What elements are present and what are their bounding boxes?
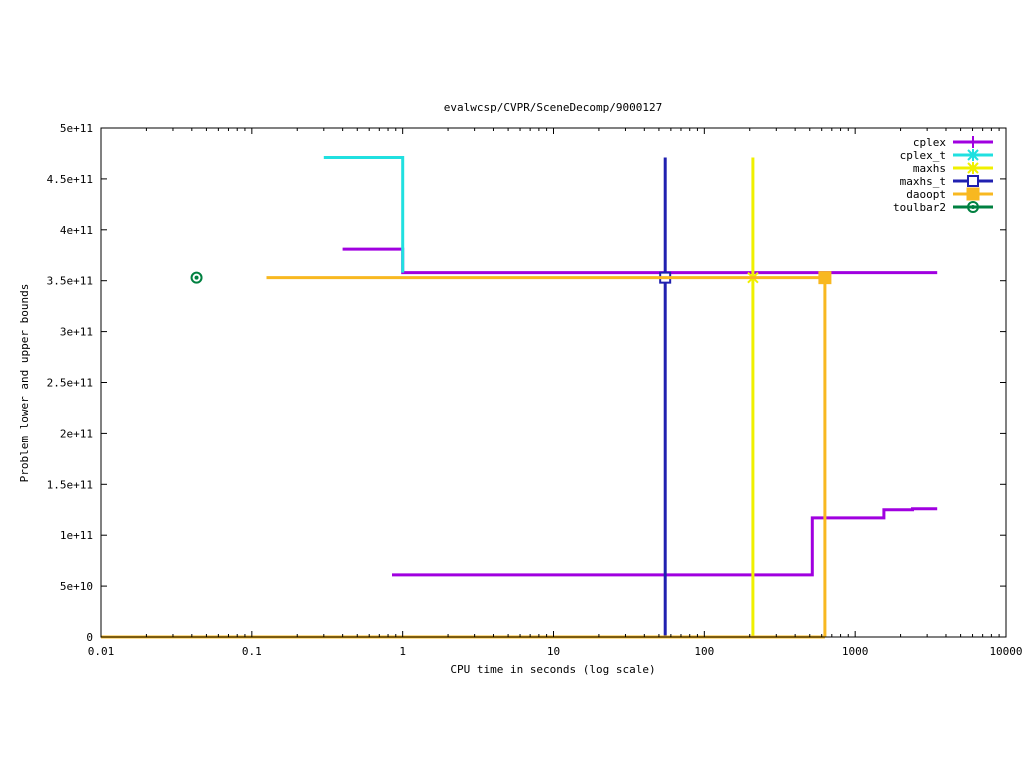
series-daoopt (101, 271, 832, 639)
x-axis: 0.01 0.1 1 10 100 1000 10000 (88, 128, 1023, 658)
x-axis-label: CPU time in seconds (log scale) (450, 663, 655, 676)
y-tick-label: 3.5e+11 (47, 275, 93, 288)
series-point (818, 271, 832, 285)
x-tick-label: 10 (547, 645, 560, 658)
y-axis: 0 5e+10 1e+11 1.5e+11 2e+11 2.5e+11 3e+11 3.5e+… (47, 122, 1006, 644)
y-tick-label: 1.5e+11 (47, 478, 93, 491)
x-tick-label: 100 (694, 645, 714, 658)
legend-label: cplex (913, 136, 946, 149)
series-cplex_t (323, 156, 405, 273)
x-tick-label: 1000 (842, 645, 869, 658)
y-tick-label: 4e+11 (60, 224, 93, 237)
series-point (190, 271, 203, 284)
x-tick-label: 1 (399, 645, 406, 658)
y-tick-label: 2e+11 (60, 427, 93, 440)
y-tick-label: 4.5e+11 (47, 173, 93, 186)
series-maxhs (746, 157, 759, 637)
x-tick-label: 10000 (989, 645, 1022, 658)
chart-title: evalwcsp/CVPR/SceneDecomp/9000127 (444, 101, 663, 114)
legend-marker (967, 136, 979, 148)
legend-label: toulbar2 (893, 201, 946, 214)
legend-label: daoopt (906, 188, 946, 201)
y-tick-label: 1e+11 (60, 529, 93, 542)
series-cplex (342, 247, 938, 577)
legend-marker (967, 162, 979, 174)
legend-marker (966, 187, 980, 201)
series-maxhs_t (659, 157, 672, 637)
legend-label: maxhs_t (900, 175, 946, 188)
plot-frame (100, 127, 1007, 638)
y-tick-label: 0 (86, 631, 93, 644)
legend-marker (967, 175, 979, 187)
y-axis-label: Problem lower and upper bounds (18, 284, 31, 483)
legend-label: maxhs (913, 162, 946, 175)
legend-label: cplex_t (900, 149, 946, 162)
y-tick-label: 3e+11 (60, 326, 93, 339)
series-line (392, 507, 938, 577)
x-tick-label: 0.01 (88, 645, 115, 658)
y-tick-label: 5e+11 (60, 122, 93, 135)
legend-marker (967, 201, 979, 213)
y-tick-label: 5e+10 (60, 580, 93, 593)
series-line (323, 156, 405, 273)
y-tick-label: 2.5e+11 (47, 377, 93, 390)
x-tick-label: 0.1 (242, 645, 262, 658)
series-line (342, 247, 938, 275)
plot-area (101, 156, 938, 639)
series-toulbar2 (190, 271, 203, 284)
legend-marker (967, 149, 979, 161)
